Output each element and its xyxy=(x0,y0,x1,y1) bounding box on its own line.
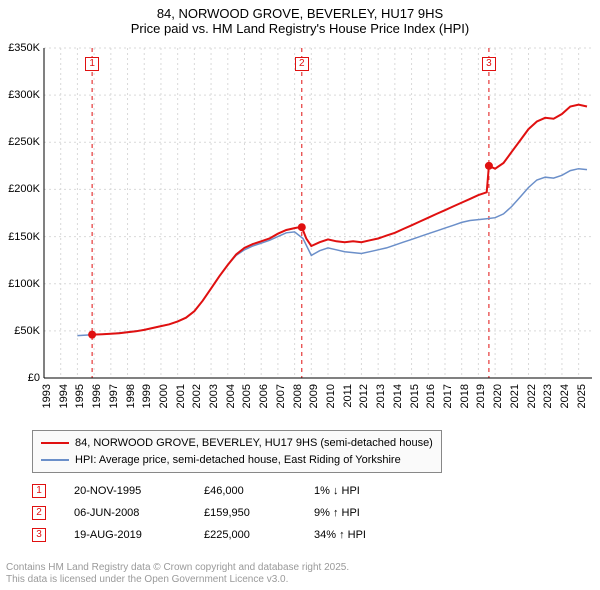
x-tick-label: 2023 xyxy=(542,384,554,408)
transaction-price: £225,000 xyxy=(204,529,314,541)
y-tick-label: £300K xyxy=(8,89,40,101)
x-tick-label: 2019 xyxy=(475,384,487,408)
y-tick-label: £50K xyxy=(14,325,40,337)
transaction-date: 20-NOV-1995 xyxy=(74,485,204,497)
x-tick-label: 2012 xyxy=(358,384,370,408)
x-tick-label: 2022 xyxy=(526,384,538,408)
y-tick-label: £250K xyxy=(8,136,40,148)
x-tick-label: 2009 xyxy=(308,384,320,408)
x-tick-label: 1998 xyxy=(125,384,137,408)
x-tick-label: 2003 xyxy=(208,384,220,408)
x-tick-label: 2011 xyxy=(342,384,354,408)
x-tick-label: 2001 xyxy=(175,384,187,408)
x-tick-label: 2004 xyxy=(225,384,237,408)
legend-label-hpi: HPI: Average price, semi-detached house,… xyxy=(75,452,401,469)
title-address: 84, NORWOOD GROVE, BEVERLEY, HU17 9HS xyxy=(0,6,600,21)
legend-row-hpi: HPI: Average price, semi-detached house,… xyxy=(41,452,433,469)
x-tick-label: 2005 xyxy=(241,384,253,408)
x-tick-label: 1995 xyxy=(74,384,86,408)
x-tick-label: 2020 xyxy=(492,384,504,408)
chart-transaction-marker: 3 xyxy=(482,57,496,71)
legend-row-property: 84, NORWOOD GROVE, BEVERLEY, HU17 9HS (s… xyxy=(41,435,433,452)
x-tick-label: 1993 xyxy=(41,384,53,408)
transaction-date: 19-AUG-2019 xyxy=(74,529,204,541)
title-block: 84, NORWOOD GROVE, BEVERLEY, HU17 9HS Pr… xyxy=(0,0,600,38)
transaction-price: £159,950 xyxy=(204,507,314,519)
footer-line1: Contains HM Land Registry data © Crown c… xyxy=(6,562,349,574)
x-tick-label: 2025 xyxy=(576,384,588,408)
legend: 84, NORWOOD GROVE, BEVERLEY, HU17 9HS (s… xyxy=(32,430,442,473)
footer-line2: This data is licensed under the Open Gov… xyxy=(6,574,349,586)
legend-swatch-property xyxy=(41,442,69,444)
transaction-marker-1: 1 xyxy=(32,484,46,498)
x-tick-label: 2024 xyxy=(559,384,571,408)
legend-label-property: 84, NORWOOD GROVE, BEVERLEY, HU17 9HS (s… xyxy=(75,435,433,452)
x-tick-label: 2000 xyxy=(158,384,170,408)
x-tick-label: 2021 xyxy=(509,384,521,408)
x-tick-label: 1997 xyxy=(108,384,120,408)
x-tick-label: 2015 xyxy=(409,384,421,408)
chart-transaction-marker: 2 xyxy=(295,57,309,71)
x-tick-label: 2017 xyxy=(442,384,454,408)
footer: Contains HM Land Registry data © Crown c… xyxy=(6,562,349,586)
x-tick-label: 2016 xyxy=(425,384,437,408)
chart-container: 84, NORWOOD GROVE, BEVERLEY, HU17 9HS Pr… xyxy=(0,0,600,590)
transaction-date: 06-JUN-2008 xyxy=(74,507,204,519)
table-row: 2 06-JUN-2008 £159,950 9% ↑ HPI xyxy=(32,502,414,524)
x-tick-label: 2010 xyxy=(325,384,337,408)
transaction-pct: 1% ↓ HPI xyxy=(314,485,414,497)
x-tick-label: 1994 xyxy=(58,384,70,408)
legend-swatch-hpi xyxy=(41,459,69,461)
transaction-pct: 9% ↑ HPI xyxy=(314,507,414,519)
y-tick-label: £100K xyxy=(8,278,40,290)
transaction-marker-3: 3 xyxy=(32,528,46,542)
x-tick-label: 1999 xyxy=(141,384,153,408)
x-tick-label: 2008 xyxy=(292,384,304,408)
y-tick-label: £350K xyxy=(8,42,40,54)
chart-transaction-marker: 1 xyxy=(85,57,99,71)
x-tick-label: 1996 xyxy=(91,384,103,408)
x-tick-label: 2014 xyxy=(392,384,404,408)
y-tick-label: £150K xyxy=(8,231,40,243)
table-row: 1 20-NOV-1995 £46,000 1% ↓ HPI xyxy=(32,480,414,502)
transaction-table: 1 20-NOV-1995 £46,000 1% ↓ HPI 2 06-JUN-… xyxy=(32,480,414,546)
x-tick-label: 2013 xyxy=(375,384,387,408)
transaction-pct: 34% ↑ HPI xyxy=(314,529,414,541)
x-tick-label: 2018 xyxy=(459,384,471,408)
y-tick-label: £200K xyxy=(8,183,40,195)
x-tick-label: 2007 xyxy=(275,384,287,408)
table-row: 3 19-AUG-2019 £225,000 34% ↑ HPI xyxy=(32,524,414,546)
x-tick-label: 2006 xyxy=(258,384,270,408)
chart-area: £0 £50K £100K £150K £200K £250K £300K £350K 199… xyxy=(0,44,600,424)
y-tick-label: £0 xyxy=(28,372,40,384)
chart-svg xyxy=(0,44,600,424)
transaction-marker-2: 2 xyxy=(32,506,46,520)
title-subtitle: Price paid vs. HM Land Registry's House … xyxy=(0,21,600,36)
x-tick-label: 2002 xyxy=(191,384,203,408)
transaction-price: £46,000 xyxy=(204,485,314,497)
